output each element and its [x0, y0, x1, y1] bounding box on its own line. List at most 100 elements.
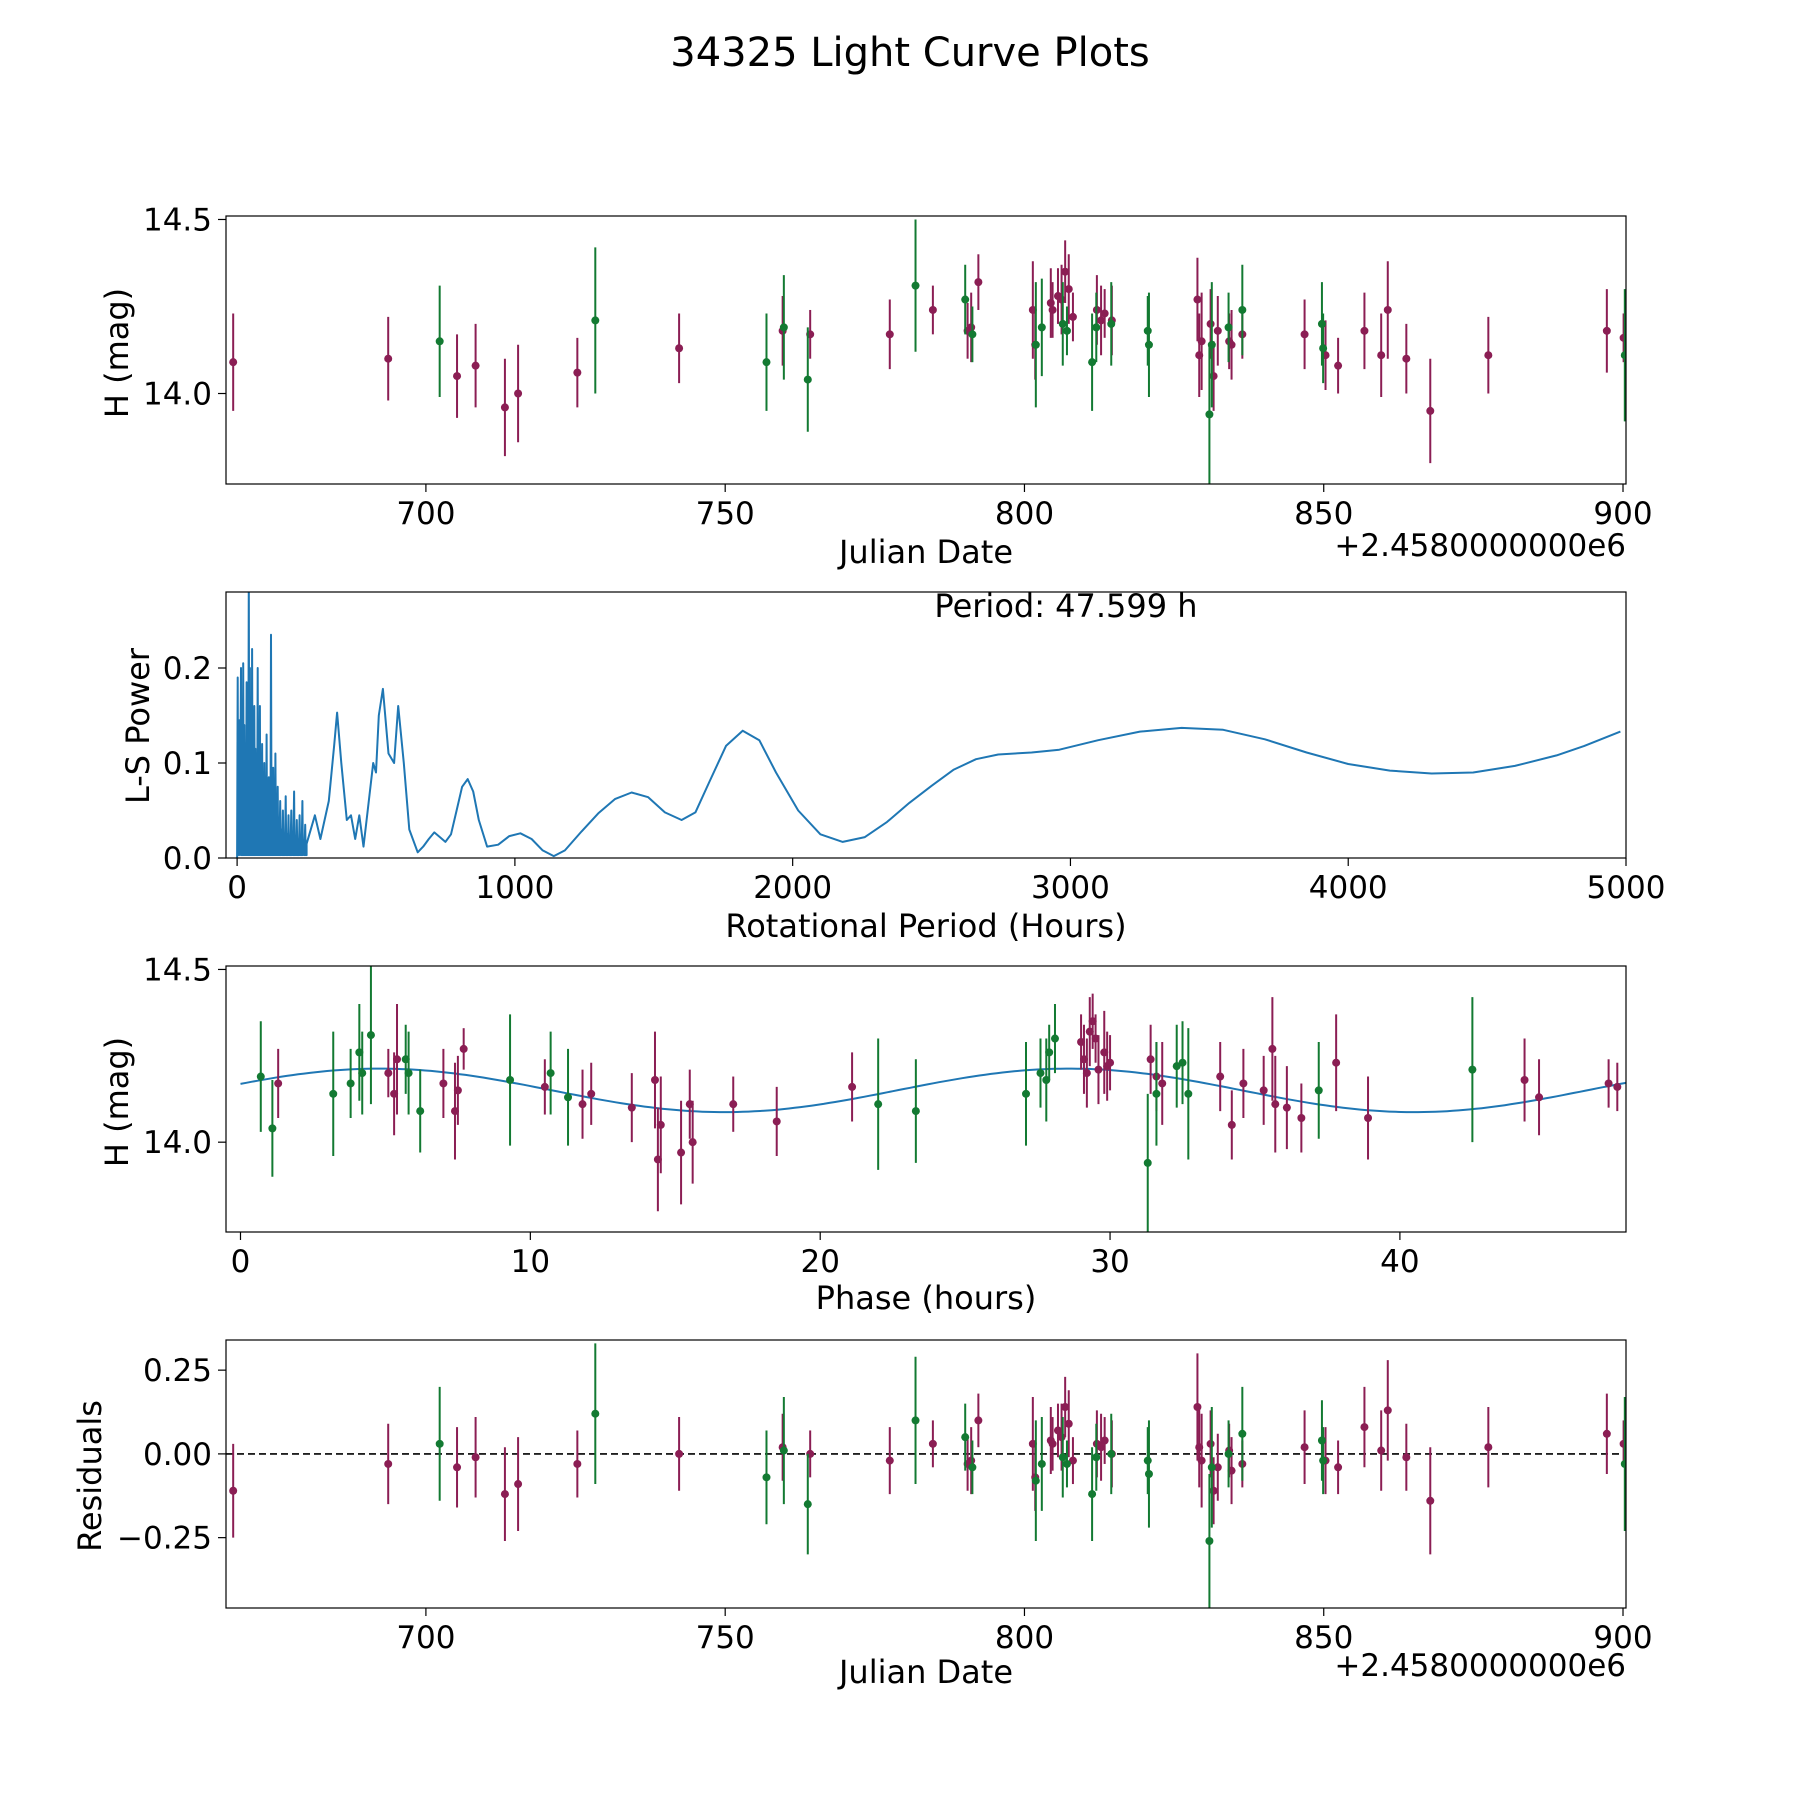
data-point-filter_a [459, 1044, 468, 1053]
data-point-filter_a [500, 1490, 509, 1499]
data-point-filter_b [1088, 358, 1097, 367]
data-point-filter_b [256, 1072, 265, 1081]
data-point-filter_a [848, 1082, 857, 1091]
data-point-filter_b [1178, 1058, 1187, 1067]
data-point-filter_a [688, 1138, 697, 1147]
data-point-filter_b [1045, 1048, 1054, 1057]
residuals-ylabel: Residuals [71, 1400, 109, 1552]
data-point-filter_a [453, 372, 462, 381]
data-point-filter_a [1048, 1439, 1057, 1448]
data-point-filter_a [1082, 1069, 1091, 1078]
data-point-filter_a [274, 1079, 283, 1088]
data-point-filter_b [1058, 319, 1067, 328]
y-tick-label: 14.5 [143, 952, 212, 988]
periodogram-power-line [236, 592, 1621, 858]
data-point-filter_b [416, 1107, 425, 1116]
light-curve-panel: Julian Date H (mag) +2.4580000000e6 700 7… [98, 202, 1653, 571]
data-point-filter_b [961, 295, 970, 304]
data-point-filter_b [1031, 340, 1040, 349]
data-point-filter_b [268, 1124, 277, 1133]
x-tick-label: 800 [995, 496, 1054, 532]
data-point-filter_a [587, 1089, 596, 1098]
data-point-filter_a [974, 1416, 983, 1425]
data-point-filter_a [384, 354, 393, 363]
residuals-offset-text: +2.4580000000e6 [1334, 1648, 1626, 1684]
data-point-filter_b [435, 337, 444, 346]
data-point-filter_a [1146, 1055, 1155, 1064]
data-point-filter_b [762, 1473, 771, 1482]
data-point-filter_b [1207, 340, 1216, 349]
data-point-filter_b [1620, 351, 1626, 360]
data-point-filter_b [591, 316, 600, 325]
data-point-filter_a [453, 1463, 462, 1472]
data-point-filter_b [546, 1069, 555, 1078]
data-point-filter_b [1143, 1456, 1152, 1465]
x-tick-label: 40 [1380, 1244, 1419, 1280]
data-point-filter_a [1046, 299, 1055, 308]
data-point-filter_a [1271, 1100, 1280, 1109]
y-tick-label: 0.2 [163, 651, 212, 687]
axes-frame [225, 591, 1627, 859]
data-point-filter_b [779, 1446, 788, 1455]
data-point-filter_b [366, 1031, 375, 1040]
data-point-filter_a [1426, 406, 1435, 415]
data-point-filter_a [675, 1449, 684, 1458]
data-point-filter_a [928, 305, 937, 314]
data-point-filter_a [1364, 1114, 1373, 1122]
data-point-filter_a [384, 1069, 393, 1078]
sinusoid-fit-curve [240, 1067, 1626, 1114]
data-point-filter_a [1216, 1072, 1225, 1081]
x-tick-label: 30 [1090, 1244, 1129, 1280]
phase-fold-xlabel: Phase (hours) [816, 1279, 1037, 1317]
light-curve-xlabel: Julian Date [837, 533, 1013, 571]
y-tick-label: −0.25 [117, 1521, 212, 1557]
data-point-filter_a [1206, 1439, 1215, 1448]
plot-area [240, 966, 1626, 1232]
x-tick-label: 4000 [1309, 870, 1388, 906]
x-tick-label: 0 [231, 1244, 251, 1280]
x-tick-label: 2000 [753, 870, 832, 906]
data-point-filter_b [1092, 323, 1101, 332]
data-point-filter_a [1158, 1079, 1167, 1088]
residuals-panel: Julian Date Residuals +2.4580000000e6 70… [71, 1339, 1653, 1691]
data-point-filter_a [1206, 319, 1215, 328]
data-point-filter_b [506, 1076, 515, 1084]
periodogram-ylabel: L-S Power [119, 647, 157, 804]
data-point-filter_b [968, 330, 977, 339]
data-point-filter_a [1332, 1058, 1341, 1067]
x-tick-label: 700 [396, 496, 455, 532]
y-tick-label: 14.0 [143, 377, 212, 413]
x-tick-label: 700 [396, 1620, 455, 1656]
data-point-filter_a [967, 323, 976, 332]
data-point-filter_a [650, 1076, 659, 1084]
data-point-filter_a [885, 330, 894, 339]
data-point-filter_a [1193, 1403, 1202, 1411]
axes-frame [225, 965, 1627, 1233]
data-point-filter_b [1062, 1459, 1071, 1468]
y-tick-label: 14.5 [143, 202, 212, 238]
x-tick-label: 10 [511, 1244, 550, 1280]
data-point-filter_a [471, 1453, 480, 1462]
x-tick-label: 800 [995, 1620, 1054, 1656]
data-point-filter_a [540, 1082, 549, 1091]
data-point-filter_a [514, 1480, 523, 1489]
data-point-filter_b [1022, 1089, 1030, 1098]
data-point-filter_a [885, 1456, 894, 1465]
light-curve-offset-text: +2.4580000000e6 [1334, 528, 1626, 564]
data-point-filter_a [675, 344, 684, 353]
data-point-filter_b [1062, 326, 1071, 335]
data-point-filter_a [1209, 372, 1218, 381]
data-point-filter_a [1213, 1463, 1222, 1472]
data-point-filter_b [762, 358, 771, 367]
x-tick-label: 900 [1593, 1620, 1652, 1656]
data-point-filter_a [1360, 326, 1369, 335]
y-tick-label: 0.1 [163, 746, 212, 782]
data-point-filter_a [967, 1456, 976, 1465]
data-point-filter_a [1209, 1486, 1218, 1495]
data-point-filter_a [1383, 305, 1392, 314]
data-point-filter_a [439, 1079, 448, 1088]
data-point-filter_a [393, 1055, 402, 1064]
data-point-filter_a [1068, 312, 1077, 321]
axes-frame [225, 1339, 1627, 1609]
data-point-filter_b [1144, 1470, 1153, 1478]
